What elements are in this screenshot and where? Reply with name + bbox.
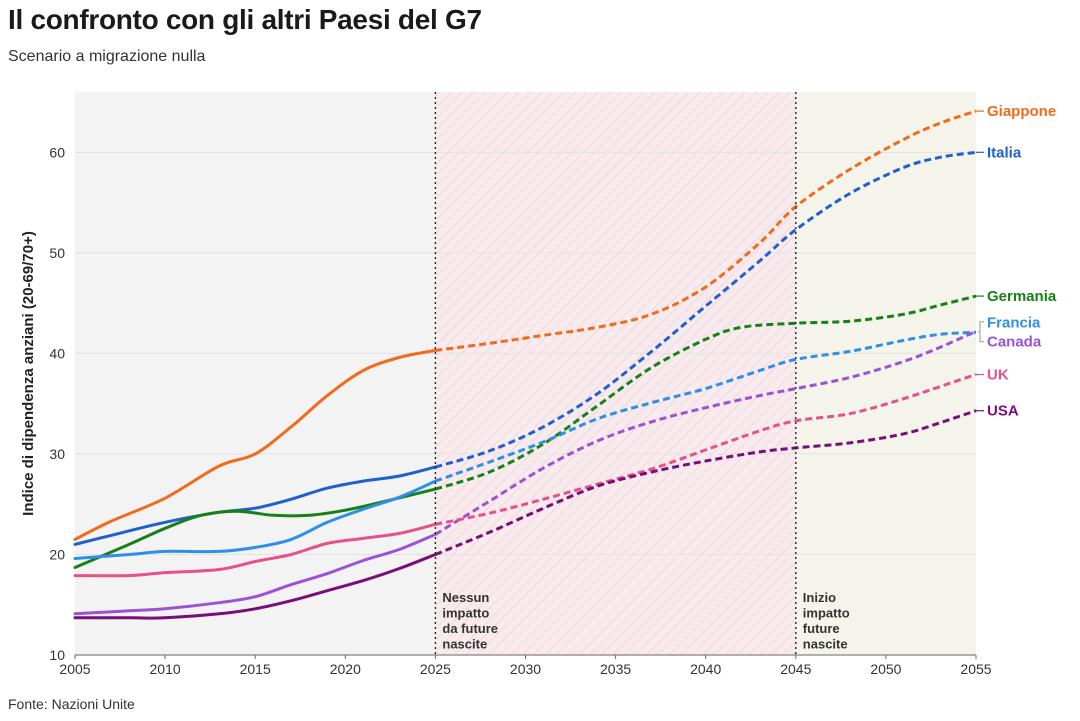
series-line-giappone-historical [73,348,437,541]
x-tick-label: 2010 [150,661,181,677]
series-line-canada-projected [434,329,977,536]
annotation-1-line: impatto [442,606,489,621]
series-line-francia-historical [73,479,437,560]
series-lines [73,109,977,620]
x-tick-label: 2030 [510,661,541,677]
y-tick-label: 60 [49,144,65,160]
y-tick-label: 10 [49,647,65,663]
x-tick-label: 2055 [960,661,991,677]
annotation-1-line: Nessun [442,590,489,605]
x-tick-label: 2005 [59,661,90,677]
legend-label-usa: USA [987,403,1019,420]
y-tick-label: 40 [49,345,65,361]
legend: Giappone Italia Germania Francia Canada UK USA [976,103,1057,420]
legend-label-italia: Italia [987,144,1022,161]
x-tick-label: 2015 [240,661,271,677]
annotation-1-line: nascite [442,637,487,652]
series-line-uk-projected [435,373,977,526]
chart-title: Il confronto con gli altri Paesi del G7 [8,4,482,35]
annotation-2-line: Inizio [803,590,836,605]
region-hatch [435,92,796,655]
series-line-usa-projected [434,409,977,556]
annotation-2-line: nascite [803,637,848,652]
y-tick-label: 20 [49,546,65,562]
y-axis-label: Indice di dipendenza anziani (20-69/70+) [20,231,37,516]
legend-bracket [978,321,984,343]
x-tick-label: 2035 [600,661,631,677]
series-line-francia-projected [434,330,977,483]
annotation-2-line: future [803,621,840,636]
series-line-italia-projected [434,150,977,469]
series-line-uk-historical [73,522,437,578]
series-line-giappone-projected [435,109,977,352]
annotation-2-line: impatto [803,606,850,621]
legend-label-canada: Canada [987,333,1042,350]
x-tick-label: 2040 [690,661,721,677]
region-birth_impact [795,92,976,655]
y-tick-label: 50 [49,245,65,261]
legend-label-uk: UK [987,367,1009,384]
x-tick-label: 2045 [780,661,811,677]
source-note: Fonte: Nazioni Unite [8,696,135,712]
shaded-regions [75,92,976,655]
chart-subtitle: Scenario a migrazione nulla [8,48,206,65]
series-line-germania-projected [434,294,977,491]
legend-label-francia: Francia [987,314,1041,331]
legend-label-giappone: Giappone [987,103,1056,120]
series-line-canada-historical [73,532,437,616]
series-line-italia-historical [73,465,437,546]
legend-label-germania: Germania [987,288,1057,305]
x-tick-label: 2025 [420,661,451,677]
series-line-germania-historical [73,487,437,569]
annotation-1-line: da future [442,621,498,636]
x-tick-label: 2020 [330,661,361,677]
x-tick-label: 2050 [870,661,901,677]
series-line-usa-historical [73,553,437,620]
y-tick-label: 30 [49,446,65,462]
region-history [75,92,436,655]
